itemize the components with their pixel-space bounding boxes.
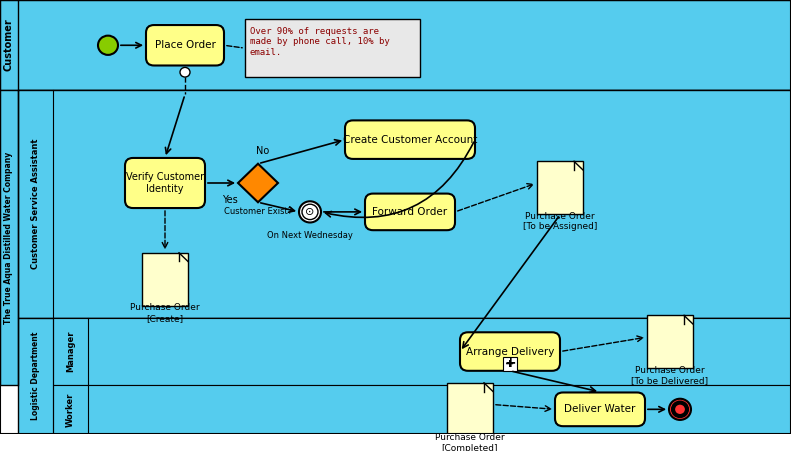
Text: The True Aqua Distilled Water Company: The True Aqua Distilled Water Company (5, 151, 13, 323)
Circle shape (299, 201, 321, 222)
Text: Worker: Worker (66, 393, 75, 427)
FancyBboxPatch shape (245, 19, 420, 77)
FancyBboxPatch shape (142, 253, 188, 306)
FancyBboxPatch shape (537, 161, 583, 214)
Text: No: No (256, 146, 270, 156)
Circle shape (669, 399, 691, 420)
FancyBboxPatch shape (146, 25, 224, 65)
Circle shape (180, 67, 190, 77)
Bar (503, 357, 517, 371)
Text: +: + (505, 359, 515, 369)
Text: Customer Exist?: Customer Exist? (224, 207, 292, 216)
Circle shape (302, 204, 318, 220)
Circle shape (673, 403, 687, 416)
Polygon shape (238, 164, 278, 202)
FancyBboxPatch shape (125, 158, 205, 208)
Text: Place Order: Place Order (154, 40, 215, 50)
Text: Customer Service Assistant: Customer Service Assistant (31, 138, 40, 269)
FancyBboxPatch shape (365, 193, 455, 230)
Circle shape (98, 36, 118, 55)
Text: Manager: Manager (66, 331, 75, 372)
FancyBboxPatch shape (460, 332, 560, 371)
Text: Customer: Customer (4, 18, 14, 71)
Text: Over 90% of requests are
made by phone call, 10% by
email.: Over 90% of requests are made by phone c… (250, 27, 390, 57)
Bar (18, 318, 791, 434)
Bar (18, 90, 791, 318)
Text: Purchase Order
[Create]: Purchase Order [Create] (131, 304, 200, 323)
Bar (0, 0, 791, 90)
Text: Purchase Order
[To be Assigned]: Purchase Order [To be Assigned] (523, 212, 597, 231)
Bar (53, 318, 791, 385)
FancyBboxPatch shape (447, 383, 493, 436)
Text: Logistic Department: Logistic Department (31, 332, 40, 420)
FancyBboxPatch shape (555, 392, 645, 426)
Bar (53, 385, 791, 434)
Text: Purchase Order
[To be Delivered]: Purchase Order [To be Delivered] (631, 366, 709, 385)
Text: Create Customer Account: Create Customer Account (343, 135, 477, 145)
Text: Verify Customer
Identity: Verify Customer Identity (126, 172, 204, 194)
Text: ⊙: ⊙ (305, 207, 315, 217)
FancyBboxPatch shape (345, 120, 475, 159)
Text: On Next Wednesday: On Next Wednesday (267, 231, 353, 240)
Text: Purchase Order
[Completed]: Purchase Order [Completed] (435, 433, 505, 451)
FancyBboxPatch shape (647, 315, 693, 368)
Text: Yes: Yes (222, 195, 238, 205)
Text: Forward Order: Forward Order (373, 207, 448, 217)
Bar (0, 90, 791, 385)
Text: Arrange Delivery: Arrange Delivery (466, 346, 554, 357)
Text: Deliver Water: Deliver Water (564, 405, 636, 414)
Text: +: + (504, 356, 516, 370)
